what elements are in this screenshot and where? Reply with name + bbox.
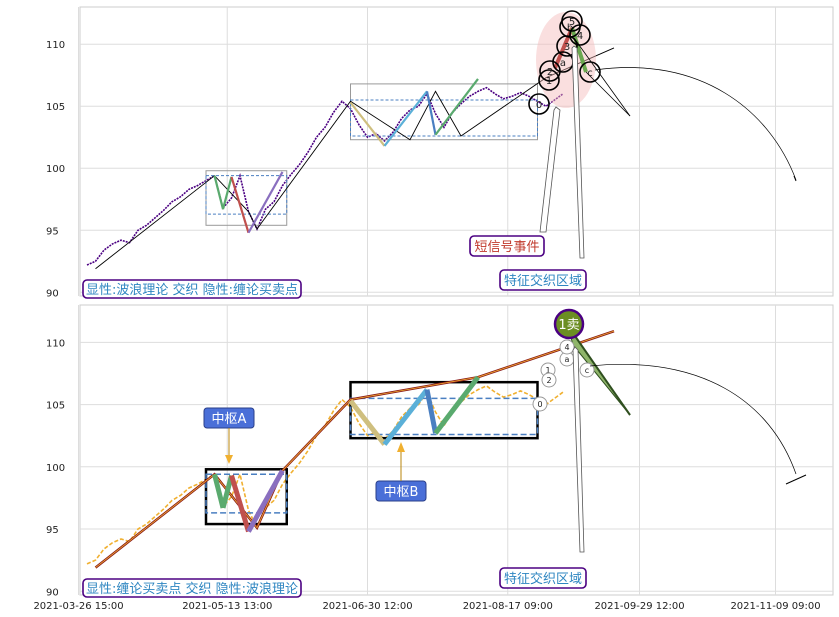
x-tick-label: 2021-09-29 12:00 <box>594 601 684 612</box>
wave-point-label: 2 <box>547 67 553 78</box>
wave-point-label: 4 <box>577 31 583 42</box>
wave-segment <box>212 473 226 509</box>
wave-point-label: c <box>585 366 589 375</box>
wave-point-label: 5 <box>569 17 575 28</box>
wave-segment <box>221 176 233 210</box>
zs-inner-box <box>205 175 288 215</box>
zs-box <box>350 83 538 141</box>
projection-end-bar <box>785 474 807 485</box>
wave-point-circle <box>528 93 550 115</box>
x-tick-label: 2021-05-13 13:00 <box>182 601 272 612</box>
annotation-feature-zone: 特征交织区域 <box>504 571 582 587</box>
wave-segment <box>220 474 234 509</box>
wave-point-label: 2 <box>546 376 551 385</box>
y-tick-label: 110 <box>46 40 65 51</box>
legend-box <box>82 279 302 299</box>
y-tick-label: 105 <box>46 401 65 412</box>
wave-point-circle <box>532 396 548 412</box>
y-tick-label: 95 <box>46 226 59 237</box>
zs-label-a: 中枢A <box>212 412 247 427</box>
wave-point-circle <box>559 339 575 355</box>
projection-line <box>573 37 631 117</box>
annotation-box <box>499 567 587 589</box>
wave-segment <box>247 171 284 234</box>
x-tick-label: 2021-11-09 09:00 <box>730 601 820 612</box>
wave-point-circle <box>579 362 595 378</box>
zs-inner-box <box>349 397 539 436</box>
wave-point-circle <box>561 10 583 32</box>
wave-point-label: 4 <box>564 343 569 352</box>
up-arrow <box>572 346 585 553</box>
wave-segment <box>425 91 437 135</box>
wave-segment <box>434 78 479 136</box>
wave-point-label: b <box>567 23 573 34</box>
wave-point-circle <box>579 61 601 83</box>
y-tick-label: 110 <box>46 338 65 349</box>
top-panel: 9095100105110012a3b54c短信号事件特征交织区域显性:波浪理论… <box>46 6 834 299</box>
annotation-feature-zone: 特征交织区域 <box>504 273 582 289</box>
wave-segment <box>567 325 631 416</box>
arrow-head <box>793 175 797 182</box>
sell-signal-circle <box>553 308 585 340</box>
wave-segment <box>433 375 480 435</box>
wave-point-label: 3 <box>564 42 570 53</box>
zs-inner-box <box>350 99 538 137</box>
zs-pointer-head <box>225 455 233 464</box>
plot-area <box>79 6 834 297</box>
y-tick-label: 90 <box>46 288 59 299</box>
wave-segment <box>383 90 428 147</box>
wave-segment <box>424 389 438 434</box>
wave-point-label: 0 <box>537 400 542 409</box>
wave-point-circle <box>569 24 591 46</box>
wave-point-label: 0 <box>536 100 542 111</box>
wave-segment <box>213 175 225 210</box>
annotation-box <box>469 235 545 257</box>
wave-point-label: a <box>560 58 566 69</box>
projection-arc <box>589 364 797 475</box>
y-tick-label: 100 <box>46 164 65 175</box>
wave-point-label: 1 <box>545 366 550 375</box>
y-tick-label: 100 <box>46 463 65 474</box>
zs-inner-box <box>205 473 288 514</box>
legend-text: 显性:波浪理论 交织 隐性:缠论买卖点 <box>86 282 298 298</box>
y-tick-label: 95 <box>46 525 59 536</box>
up-arrow <box>571 45 585 259</box>
x-tick-label: 2021-08-17 09:00 <box>463 601 553 612</box>
highlight-ellipse <box>536 12 596 108</box>
y-tick-label: 105 <box>46 102 65 113</box>
wave-point-circle <box>538 69 560 91</box>
wave-segment <box>348 399 387 446</box>
projection-line <box>585 71 631 117</box>
wave-segment <box>382 388 429 446</box>
zs-pointer-head <box>397 442 405 452</box>
price-line <box>86 86 564 266</box>
wave-segment <box>229 474 251 533</box>
price-line <box>86 384 564 565</box>
legend-box <box>82 578 302 598</box>
wave-segment <box>230 176 250 234</box>
x-tick-label: 2021-06-30 12:00 <box>322 601 412 612</box>
sell-signal-label: 1卖 <box>558 318 579 333</box>
x-axis: 2021-03-26 15:00 2021-05-13 13:00 2021-06-… <box>33 601 820 612</box>
bi-line <box>95 47 615 270</box>
up-arrow <box>539 106 561 233</box>
wave-segment <box>246 469 285 533</box>
y-tick-label: 90 <box>46 587 59 598</box>
wave-point-circle <box>541 372 557 388</box>
zs-label-b: 中枢B <box>384 485 419 500</box>
wave-point-label: c <box>587 68 593 79</box>
annotation-box <box>499 269 587 291</box>
wave-segment <box>553 27 574 69</box>
wave-segment <box>349 101 386 147</box>
annotation-short-signal: 短信号事件 <box>474 240 539 255</box>
plot-area <box>79 304 834 596</box>
wave-point-label: a <box>565 355 570 364</box>
projection-arc <box>594 67 797 181</box>
legend-text: 显性:缠论买卖点 交织 隐性:波浪理论 <box>86 581 298 597</box>
x-tick-label: 2021-03-26 15:00 <box>33 601 123 612</box>
